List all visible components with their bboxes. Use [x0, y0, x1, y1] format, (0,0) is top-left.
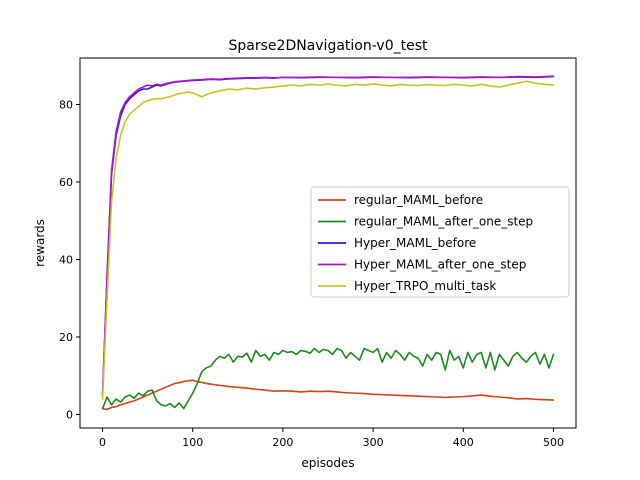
legend-label: Hyper_MAML_after_one_step: [354, 258, 526, 272]
legend-label: Hyper_MAML_before: [354, 236, 476, 250]
x-tick-label: 500: [543, 436, 564, 449]
x-axis-label: episodes: [301, 456, 354, 470]
x-tick-label: 200: [272, 436, 293, 449]
y-tick-label: 60: [59, 176, 73, 189]
legend-label: regular_MAML_after_one_step: [354, 215, 533, 229]
series-line-hyper-maml-after-one-step: [101, 75, 555, 396]
legend: regular_MAML_before regular_MAML_after_on…: [310, 186, 570, 298]
x-tick-label: 100: [182, 436, 203, 449]
legend-label: Hyper_TRPO_multi_task: [354, 279, 496, 293]
y-tick-label: 40: [59, 253, 73, 266]
plot-frame: [79, 57, 577, 429]
series-line-regular-maml-after-one-step: [101, 347, 555, 410]
chart-title: Sparse2DNavigation-v0_test: [229, 38, 428, 54]
y-axis: 0 20 40 60 80: [59, 98, 80, 421]
y-tick-label: 20: [59, 331, 73, 344]
x-tick-label: 0: [99, 436, 106, 449]
x-tick-label: 400: [453, 436, 474, 449]
series-line-regular-maml-before: [101, 379, 555, 411]
legend-box: [310, 186, 570, 298]
x-axis: 0 100 200 300 400 500: [99, 428, 564, 449]
plot-area: [101, 75, 555, 411]
legend-label: regular_MAML_before: [354, 193, 483, 207]
series-line-hyper-trpo-multi-task: [101, 80, 555, 400]
y-tick-label: 0: [66, 408, 73, 421]
x-tick-label: 300: [363, 436, 384, 449]
y-axis-label: rewards: [33, 219, 47, 267]
y-tick-label: 80: [59, 98, 73, 111]
